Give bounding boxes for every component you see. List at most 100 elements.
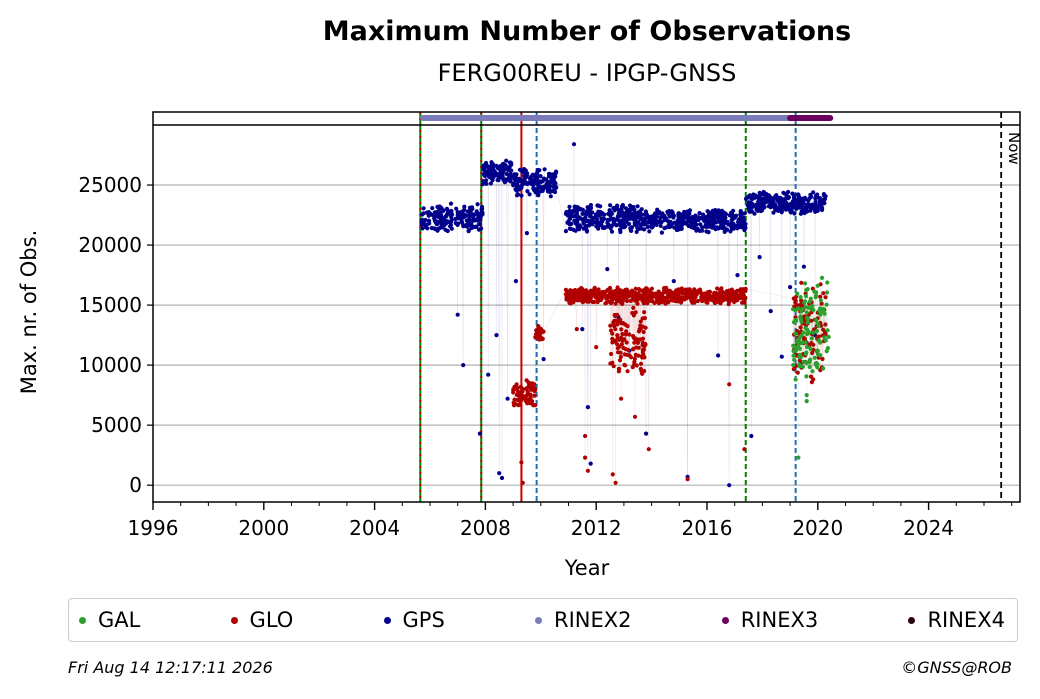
data-point: [743, 221, 748, 227]
data-point: [727, 382, 732, 387]
data-point: [594, 345, 599, 350]
data-point: [554, 169, 559, 174]
data-point: [644, 431, 649, 436]
data-point: [615, 203, 620, 208]
data-point: [805, 316, 811, 321]
data-point: [520, 387, 525, 392]
data-point: [596, 287, 601, 292]
chart-legend: GAL GLO GPS RINEX2 RINEX3 RINEX4: [68, 598, 1018, 642]
data-point: [514, 172, 519, 177]
data-point: [602, 212, 607, 217]
data-point: [496, 178, 501, 183]
legend-item-glo: GLO: [230, 608, 293, 632]
data-point: [623, 206, 629, 211]
data-point: [626, 347, 631, 353]
data-point: [807, 364, 812, 370]
data-point: [552, 189, 558, 195]
data-point: [797, 364, 802, 369]
data-point: [800, 307, 805, 312]
data-point: [427, 221, 432, 226]
data-point: [659, 219, 664, 225]
data-point: [750, 201, 755, 207]
data-point: [624, 329, 629, 334]
data-point: [477, 431, 482, 436]
data-point: [743, 295, 748, 301]
data-point: [634, 363, 639, 368]
data-point: [716, 353, 721, 358]
data-point: [497, 471, 502, 476]
data-point: [571, 142, 577, 147]
legend-label: RINEX3: [740, 608, 819, 632]
data-point: [642, 227, 647, 232]
data-point: [588, 461, 593, 466]
data-point: [791, 193, 797, 198]
data-point: [792, 357, 797, 362]
data-point: [795, 370, 800, 375]
data-point: [519, 193, 524, 198]
data-point: [811, 377, 816, 382]
data-point: [802, 281, 808, 286]
data-point: [519, 460, 524, 465]
chart-subtitle: FERG00REU - IPGP-GNSS: [437, 59, 737, 87]
data-point: [585, 468, 591, 473]
data-point: [779, 354, 784, 359]
data-point: [793, 331, 798, 336]
data-point: [479, 226, 484, 231]
data-point: [802, 195, 808, 200]
legend-label: GAL: [98, 608, 141, 632]
data-point: [695, 298, 701, 304]
data-point: [620, 203, 626, 208]
data-point: [622, 337, 627, 342]
data-point: [619, 327, 624, 332]
data-point: [643, 325, 648, 330]
data-point: [535, 174, 540, 179]
data-point: [638, 361, 644, 366]
data-point: [723, 211, 729, 217]
data-point: [620, 332, 625, 337]
data-point: [719, 286, 724, 291]
data-point: [638, 211, 643, 216]
data-point: [499, 475, 505, 481]
observation-chart: Now 0 5000 10000 15000 20000 25000 1996 2000 200…: [17, 111, 1023, 580]
data-point: [779, 208, 785, 213]
data-point: [810, 350, 815, 356]
data-point: [825, 328, 830, 333]
data-point: [456, 221, 461, 226]
data-point: [623, 332, 629, 337]
data-point: [743, 225, 748, 231]
legend-marker: [908, 616, 916, 624]
x-tick-label: 2008: [460, 516, 511, 540]
data-point: [687, 208, 693, 213]
data-point: [633, 286, 638, 291]
data-point: [805, 287, 810, 292]
y-tick-label: 25000: [78, 173, 142, 197]
data-point: [527, 192, 532, 197]
data-point: [632, 340, 637, 345]
data-point: [723, 215, 728, 221]
data-point: [815, 362, 820, 367]
data-point: [463, 213, 469, 218]
y-tick-label: 15000: [78, 293, 142, 317]
data-point: [799, 319, 804, 324]
series-trace: [512, 282, 826, 483]
data-point: [537, 168, 542, 173]
data-point: [641, 329, 646, 335]
data-point: [635, 204, 640, 209]
data-point: [610, 472, 615, 477]
data-point: [618, 354, 624, 359]
y-tick-label: 20000: [78, 233, 142, 257]
data-point: [638, 319, 643, 324]
data-point: [649, 286, 655, 291]
data-point: [613, 327, 618, 332]
data-point: [641, 347, 647, 352]
data-point: [818, 298, 824, 303]
chart-title: Maximum Number of Observations: [322, 16, 852, 47]
data-point: [528, 395, 533, 400]
data-point: [814, 318, 819, 323]
data-point: [820, 356, 825, 362]
data-point: [812, 355, 817, 360]
data-point: [799, 333, 804, 338]
data-point: [629, 228, 634, 233]
data-point: [823, 194, 828, 199]
data-point: [826, 334, 831, 339]
